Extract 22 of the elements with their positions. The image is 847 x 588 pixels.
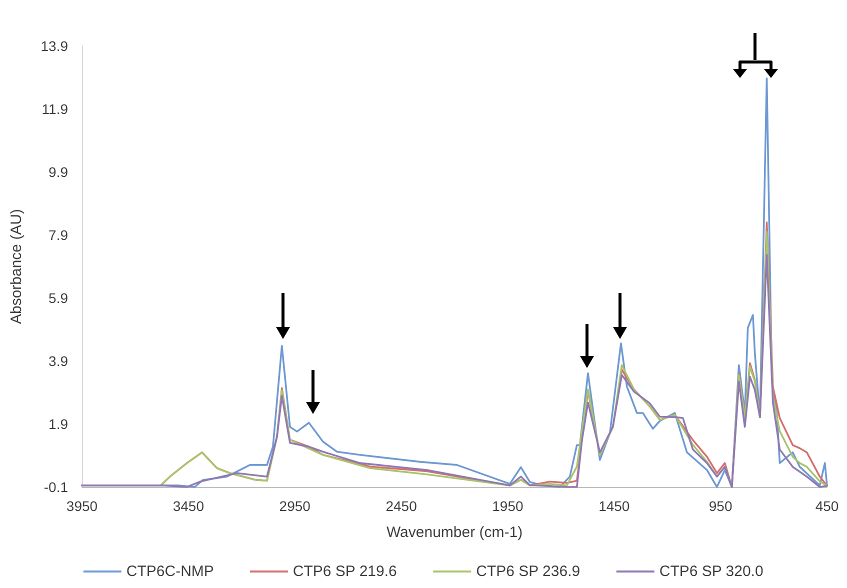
legend-label: CTP6 SP 236.9: [476, 563, 580, 580]
y-axis-title: Absorbance (AU): [8, 208, 25, 324]
y-tick-label: 9.9: [48, 164, 68, 180]
y-tick-label: 1.9: [48, 416, 68, 432]
legend-label: CTP6 SP 219.6: [292, 563, 397, 580]
x-tick-label: 3950: [66, 498, 98, 514]
y-tick-label: 5.9: [48, 290, 68, 306]
x-tick-label: 950: [708, 498, 732, 514]
x-tick-label: 450: [815, 498, 839, 514]
x-tick-label: 2450: [386, 498, 418, 514]
y-tick-label: 13.9: [40, 38, 68, 54]
x-tick-label: 1950: [492, 498, 524, 514]
y-tick-label: 11.9: [42, 101, 68, 117]
x-tick-label: 1450: [598, 498, 630, 514]
y-tick-label: 7.9: [48, 227, 68, 243]
legend-label: CTP6C-NMP: [126, 563, 214, 580]
y-tick-label: -0.1: [44, 479, 68, 495]
x-axis-title: Wavenumber (cm-1): [386, 524, 523, 541]
legend-label: CTP6 SP 320.0: [659, 563, 764, 580]
x-tick-label: 2950: [279, 498, 311, 514]
x-tick-label: 3450: [172, 498, 204, 514]
y-tick-label: 3.9: [48, 353, 68, 369]
